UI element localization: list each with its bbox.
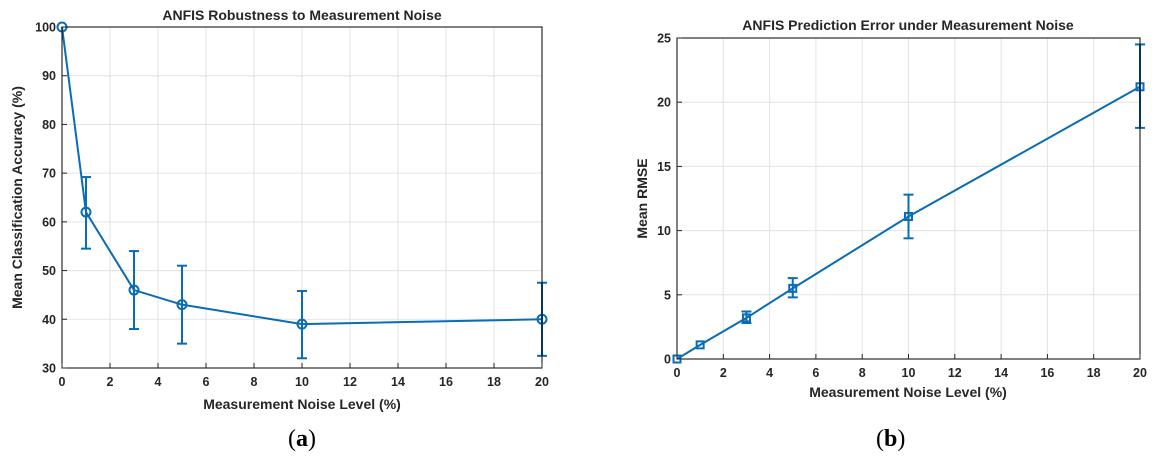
chart-a-data-point [176,299,188,311]
chart-b-x-tick-label: 14 [994,366,1008,380]
chart-b-x-tick-label: 12 [948,366,962,380]
chart-a-x-axis-label: Measurement Noise Level (%) [203,396,401,412]
chart-b-x-tick-label: 6 [812,366,819,380]
chart-b-title: ANFIS Prediction Error under Measurement… [742,17,1074,33]
chart-a-x-tick-label: 2 [107,375,114,389]
chart-a-y-tick-label: 60 [42,215,56,229]
chart-b-x-tick-label: 16 [1040,366,1054,380]
chart-b-data-point [741,313,751,323]
chart-b-x-tick-label: 2 [720,366,727,380]
chart-b-x-tick-label: 20 [1133,366,1147,380]
chart-a-panel-label: (a) [288,426,316,452]
chart-a-x-tick-label: 4 [155,375,162,389]
chart-a-x-tick-label: 6 [203,375,210,389]
chart-b-x-tick-label: 4 [766,366,773,380]
chart-a-data-point [80,206,92,218]
chart-a-data-point [296,318,308,330]
chart-b-x-tick-label: 18 [1087,366,1101,380]
chart-a-title: ANFIS Robustness to Measurement Noise [162,7,441,23]
chart-a-x-tick-label: 20 [535,375,549,389]
chart-a-y-tick-label: 50 [42,264,56,278]
chart-a-y-axis-label: Mean Classification Accuracy (%) [9,86,25,309]
chart-a-x-tick-label: 8 [251,375,258,389]
chart-b-data-point [904,211,913,221]
chart-a-y-tick-label: 30 [42,362,56,376]
chart-a-y-tick-label: 40 [42,313,56,327]
chart-a-data-point [128,284,140,296]
chart-a-ticks: 0 2 4 6 8 10 12 14 16 18 20 30 40 50 60 70 80 90 100 [35,21,549,390]
chart-a-y-tick-label: 100 [35,21,56,35]
chart-b-series [672,43,1145,364]
chart-b-x-axis-label: Measurement Noise Level (%) [809,384,1007,400]
chart-a-x-tick-label: 10 [295,375,309,389]
chart-a-series [56,21,548,360]
chart-b-panel-label: (b) [876,426,905,452]
chart-b-ticks: 0 2 4 6 8 10 12 14 16 18 20 0 5 10 15 20 25 [657,32,1147,381]
chart-a-x-tick-label: 18 [487,375,501,389]
chart-b-y-tick-label: 25 [657,32,671,46]
chart-b-x-tick-label: 8 [859,366,866,380]
chart-b-y-tick-label: 0 [664,353,671,367]
chart-a-x-tick-label: 12 [343,375,357,389]
chart-b-y-tick-label: 10 [657,224,671,238]
chart-a-x-tick-label: 0 [59,375,66,389]
chart-a-series-line [61,26,543,326]
chart-b-y-tick-label: 20 [657,96,671,110]
chart-a: ANFIS Robustness to Measurement Noise 0 2… [9,7,549,452]
chart-b-panel-letter: b [884,426,897,452]
chart-b-y-tick-label: 5 [664,288,671,302]
chart-a-x-tick-label: 16 [439,375,453,389]
chart-b-y-axis-label: Mean RMSE [634,158,650,238]
chart-a-x-tick-label: 14 [391,375,405,389]
chart-b-data-point [788,283,798,293]
chart-b-x-tick-label: 10 [902,366,916,380]
chart-a-y-tick-label: 80 [42,118,56,132]
chart-b-y-tick-label: 15 [657,160,671,174]
chart-a-panel-letter: a [296,426,308,452]
chart-a-y-tick-label: 70 [42,167,56,181]
chart-b-data-point [695,340,705,350]
chart-a-y-tick-label: 90 [42,69,56,83]
chart-b-x-tick-label: 0 [674,366,681,380]
chart-b: ANFIS Prediction Error under Measurement… [634,17,1147,452]
